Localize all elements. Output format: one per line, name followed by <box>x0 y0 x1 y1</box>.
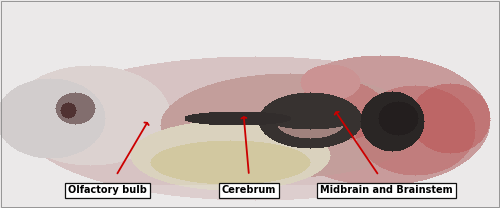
Text: Midbrain and Brainstem: Midbrain and Brainstem <box>320 185 453 195</box>
Text: Olfactory bulb: Olfactory bulb <box>68 185 147 195</box>
Text: Cerebrum: Cerebrum <box>222 185 276 195</box>
